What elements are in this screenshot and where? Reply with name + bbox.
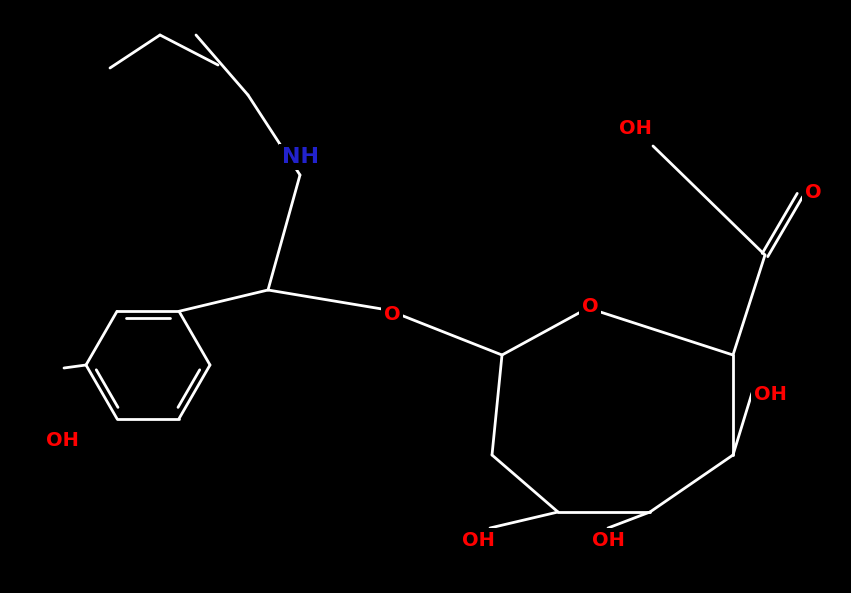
Text: OH: OH	[754, 385, 786, 404]
Text: NH: NH	[282, 147, 318, 167]
Text: OH: OH	[461, 531, 494, 550]
Text: OH: OH	[46, 431, 78, 449]
Text: OH: OH	[619, 119, 651, 138]
Text: O: O	[384, 304, 400, 324]
Text: O: O	[805, 183, 821, 202]
Text: OH: OH	[591, 531, 625, 550]
Text: O: O	[582, 296, 598, 315]
